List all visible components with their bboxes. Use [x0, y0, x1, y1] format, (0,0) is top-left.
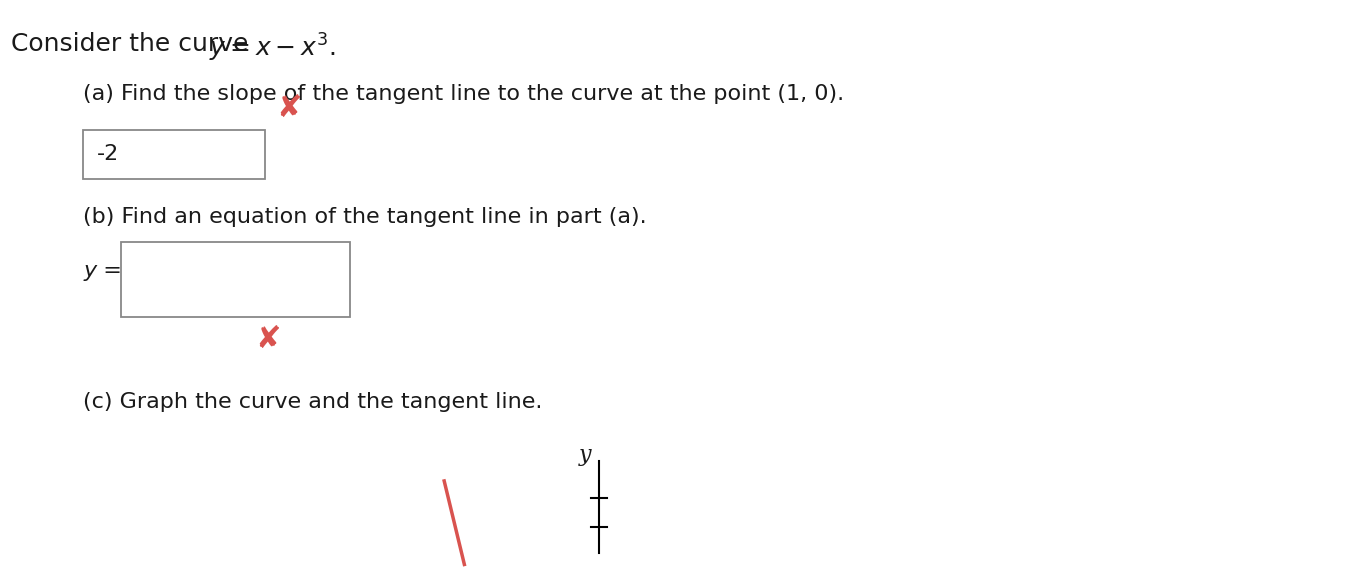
Text: (a) Find the slope of the tangent line to the curve at the point (1, 0).: (a) Find the slope of the tangent line t…: [83, 84, 844, 104]
Text: (b) Find an equation of the tangent line in part (a).: (b) Find an equation of the tangent line…: [83, 207, 647, 228]
Text: y =: y =: [83, 261, 122, 281]
Text: y: y: [579, 444, 591, 465]
Text: Consider the curve: Consider the curve: [11, 32, 256, 56]
FancyBboxPatch shape: [121, 242, 350, 317]
FancyBboxPatch shape: [83, 130, 265, 179]
Text: (c) Graph the curve and the tangent line.: (c) Graph the curve and the tangent line…: [83, 392, 542, 412]
Text: -2: -2: [97, 144, 120, 164]
Text: $y = x - x^3.$: $y = x - x^3.$: [209, 32, 335, 64]
Text: ✘: ✘: [276, 94, 302, 123]
Text: ✘: ✘: [256, 325, 281, 354]
